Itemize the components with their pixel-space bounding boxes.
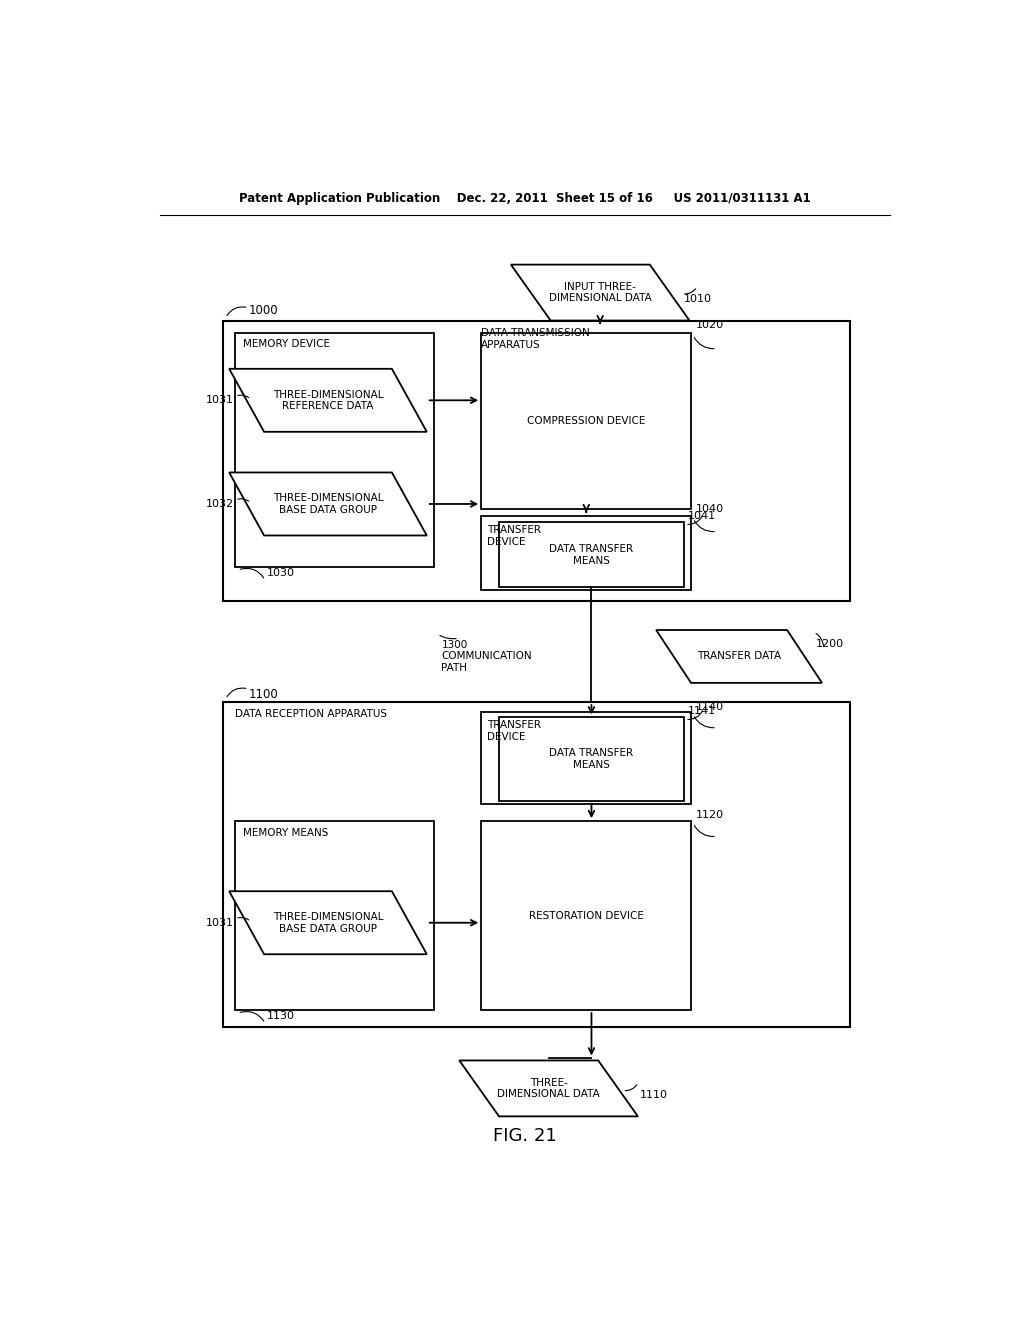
Text: 1031: 1031: [206, 917, 233, 928]
Text: 1100: 1100: [249, 688, 279, 701]
Bar: [481, 333, 691, 510]
Text: THREE-
DIMENSIONAL DATA: THREE- DIMENSIONAL DATA: [498, 1077, 600, 1100]
Text: DATA TRANSFER
MEANS: DATA TRANSFER MEANS: [550, 748, 634, 770]
Bar: [223, 321, 850, 601]
Text: 1041: 1041: [688, 511, 717, 521]
Text: 1120: 1120: [696, 810, 724, 820]
Text: 1020: 1020: [696, 319, 724, 330]
Bar: [500, 523, 684, 587]
Text: 1030: 1030: [267, 568, 295, 578]
Bar: [236, 821, 433, 1010]
Polygon shape: [229, 368, 427, 432]
Text: DATA RECEPTION APPARATUS: DATA RECEPTION APPARATUS: [236, 709, 387, 719]
Text: 1141: 1141: [688, 706, 717, 717]
Text: TRANSFER DATA: TRANSFER DATA: [697, 652, 781, 661]
Polygon shape: [656, 630, 822, 682]
Bar: [481, 713, 691, 804]
Bar: [481, 516, 691, 590]
Text: MEMORY MEANS: MEMORY MEANS: [243, 828, 329, 838]
Text: 1031: 1031: [206, 395, 233, 405]
Bar: [481, 821, 691, 1010]
Text: TRANSFER
DEVICE: TRANSFER DEVICE: [486, 525, 541, 546]
Text: TRANSFER
DEVICE: TRANSFER DEVICE: [486, 721, 541, 742]
Text: 1040: 1040: [696, 504, 724, 513]
Polygon shape: [229, 473, 427, 536]
Text: 1000: 1000: [249, 305, 279, 317]
Polygon shape: [229, 891, 427, 954]
Polygon shape: [511, 264, 689, 321]
Bar: [236, 333, 433, 568]
Text: THREE-DIMENSIONAL
REFERENCE DATA: THREE-DIMENSIONAL REFERENCE DATA: [272, 389, 383, 411]
Text: THREE-DIMENSIONAL
BASE DATA GROUP: THREE-DIMENSIONAL BASE DATA GROUP: [272, 494, 383, 515]
Text: RESTORATION DEVICE: RESTORATION DEVICE: [528, 911, 644, 920]
Text: MEMORY DEVICE: MEMORY DEVICE: [243, 339, 330, 350]
Polygon shape: [460, 1060, 638, 1117]
Text: 1032: 1032: [206, 499, 233, 510]
Bar: [500, 718, 684, 801]
Text: COMPRESSION DEVICE: COMPRESSION DEVICE: [527, 416, 645, 426]
Bar: [223, 702, 850, 1027]
Text: 1200: 1200: [816, 639, 844, 649]
Text: 1110: 1110: [640, 1089, 668, 1100]
Text: 1130: 1130: [267, 1011, 295, 1022]
Text: THREE-DIMENSIONAL
BASE DATA GROUP: THREE-DIMENSIONAL BASE DATA GROUP: [272, 912, 383, 933]
Text: 1010: 1010: [684, 293, 712, 304]
Text: Patent Application Publication    Dec. 22, 2011  Sheet 15 of 16     US 2011/0311: Patent Application Publication Dec. 22, …: [239, 191, 811, 205]
Text: DATA TRANSMISSION
APPARATUS: DATA TRANSMISSION APPARATUS: [481, 329, 590, 350]
Text: 1140: 1140: [696, 702, 724, 713]
Text: FIG. 21: FIG. 21: [493, 1127, 557, 1146]
Text: 1300
COMMUNICATION
PATH: 1300 COMMUNICATION PATH: [441, 640, 532, 673]
Text: DATA TRANSFER
MEANS: DATA TRANSFER MEANS: [550, 544, 634, 565]
Text: INPUT THREE-
DIMENSIONAL DATA: INPUT THREE- DIMENSIONAL DATA: [549, 281, 651, 304]
